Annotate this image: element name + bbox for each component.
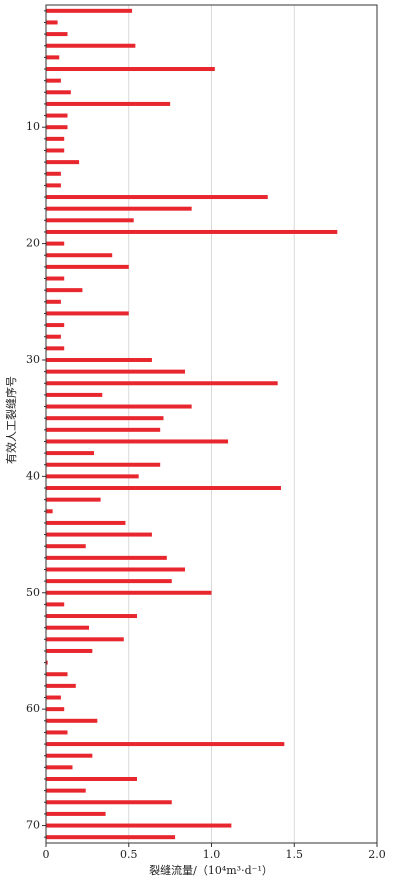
bar bbox=[46, 695, 61, 700]
bar bbox=[46, 334, 61, 339]
bar bbox=[46, 474, 139, 479]
bar bbox=[46, 497, 101, 502]
bar bbox=[46, 427, 161, 432]
bar bbox=[46, 555, 167, 560]
bar bbox=[46, 648, 93, 653]
bar bbox=[46, 299, 61, 304]
bar bbox=[46, 264, 129, 269]
bar bbox=[46, 451, 94, 456]
bar bbox=[46, 660, 48, 665]
bar bbox=[46, 8, 133, 13]
bar bbox=[46, 20, 58, 25]
y-tick-label: 50 bbox=[26, 586, 40, 599]
bar bbox=[46, 835, 176, 840]
bar bbox=[46, 509, 53, 514]
bar bbox=[46, 276, 65, 281]
bar bbox=[46, 206, 192, 211]
bar bbox=[46, 241, 65, 246]
bar bbox=[46, 416, 164, 421]
bar bbox=[46, 625, 90, 630]
bar bbox=[46, 672, 68, 677]
x-tick-label: 0.5 bbox=[120, 848, 138, 861]
bar bbox=[46, 78, 61, 83]
y-tick-label: 30 bbox=[26, 353, 40, 366]
bar bbox=[46, 462, 161, 467]
bar bbox=[46, 253, 113, 258]
bar bbox=[46, 113, 68, 118]
bar bbox=[46, 323, 65, 328]
x-tick-label: 2.0 bbox=[368, 848, 386, 861]
bar bbox=[46, 590, 212, 595]
bar bbox=[46, 800, 172, 805]
bar bbox=[46, 788, 86, 793]
bar bbox=[46, 532, 152, 537]
bar bbox=[46, 730, 68, 735]
bar bbox=[46, 288, 83, 293]
bar bbox=[46, 776, 138, 781]
bar bbox=[46, 43, 136, 48]
bar bbox=[46, 718, 98, 723]
bar bbox=[46, 90, 71, 95]
bar bbox=[46, 311, 129, 316]
bar bbox=[46, 148, 65, 153]
bar bbox=[46, 218, 134, 223]
bar bbox=[46, 637, 124, 642]
y-axis-title: 有效人工裂缝序号 bbox=[4, 376, 18, 464]
bar bbox=[46, 811, 106, 816]
bar bbox=[46, 160, 80, 165]
bar bbox=[46, 392, 103, 397]
bar bbox=[46, 707, 65, 712]
bar bbox=[46, 742, 285, 747]
bar bbox=[46, 101, 171, 106]
bar bbox=[46, 381, 278, 386]
bar bbox=[46, 765, 73, 770]
bar bbox=[46, 823, 232, 828]
bar bbox=[46, 136, 65, 141]
y-tick-label: 10 bbox=[26, 120, 40, 133]
bar bbox=[46, 195, 268, 200]
bar bbox=[46, 614, 138, 619]
bar bbox=[46, 67, 215, 72]
bar bbox=[46, 369, 186, 374]
y-tick-label: 20 bbox=[26, 237, 40, 250]
y-tick-label: 40 bbox=[26, 469, 40, 482]
bar bbox=[46, 404, 192, 409]
bar bbox=[46, 171, 61, 176]
bar bbox=[46, 486, 282, 491]
x-tick-label: 1.0 bbox=[203, 848, 221, 861]
bar bbox=[46, 520, 126, 525]
bar bbox=[46, 229, 338, 234]
y-tick-label: 60 bbox=[26, 702, 40, 715]
bar bbox=[46, 579, 172, 584]
bar bbox=[46, 55, 60, 60]
y-tick-label: 70 bbox=[26, 819, 40, 832]
bar bbox=[46, 357, 152, 362]
bar bbox=[46, 544, 86, 549]
bar bbox=[46, 602, 65, 607]
bar bbox=[46, 183, 61, 188]
bar bbox=[46, 683, 76, 688]
bar bbox=[46, 753, 93, 758]
bar bbox=[46, 32, 68, 37]
bar bbox=[46, 567, 186, 572]
x-tick-label: 1.5 bbox=[286, 848, 304, 861]
plot-frame bbox=[45, 4, 378, 844]
x-axis-title: 裂缝流量/（10⁴m³·d⁻¹） bbox=[149, 863, 273, 877]
bar bbox=[46, 346, 65, 351]
x-tick-label: 0 bbox=[43, 848, 50, 861]
bar bbox=[46, 125, 68, 130]
bar bbox=[46, 439, 229, 444]
